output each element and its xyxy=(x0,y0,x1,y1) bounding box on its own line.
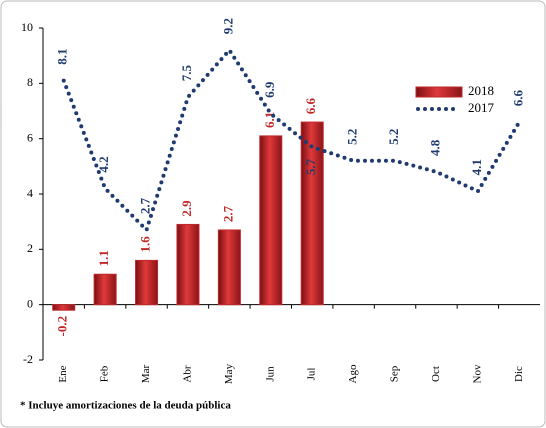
bar-value-label: 6.6 xyxy=(303,97,318,114)
x-tick-label: Mar xyxy=(140,365,152,384)
y-tick-label: 8 xyxy=(27,75,33,89)
bar-value-label: 1.6 xyxy=(138,236,153,253)
bar xyxy=(52,304,76,311)
bar xyxy=(259,135,283,306)
line-value-label: 5.2 xyxy=(386,129,401,145)
line-value-label: 4.2 xyxy=(96,156,111,172)
x-tick-label: Sep xyxy=(389,365,401,382)
y-tick-label: 2 xyxy=(27,241,33,255)
x-tick-label: Ene xyxy=(57,365,69,382)
line-value-label: 8.1 xyxy=(55,48,70,64)
x-tick-label: Nov xyxy=(471,364,483,383)
x-tick-label: Jun xyxy=(264,366,276,382)
legend-label: 2018 xyxy=(468,83,494,98)
x-tick-label: Feb xyxy=(99,365,111,382)
line-value-label: 5.2 xyxy=(345,129,360,145)
bar-value-label: 2.9 xyxy=(179,200,194,217)
bar xyxy=(176,223,200,306)
x-tick-label: Ago xyxy=(347,364,359,383)
y-tick-label: 10 xyxy=(21,20,33,34)
bar-value-label: 1.1 xyxy=(96,250,111,266)
bar xyxy=(217,229,241,306)
line-value-label: 4.8 xyxy=(427,139,442,156)
line-value-label: 7.5 xyxy=(179,65,194,82)
y-tick-label: 4 xyxy=(27,186,33,200)
bar-value-label: -0.2 xyxy=(55,316,70,337)
footnote: * Incluye amortizaciones de la deuda púb… xyxy=(20,400,231,412)
x-tick-label: Oct xyxy=(430,366,442,382)
line-value-label: 5.7 xyxy=(303,158,318,175)
y-tick-label: 0 xyxy=(27,296,33,310)
line-value-label: 2.7 xyxy=(138,197,153,214)
x-tick-label: Jul xyxy=(306,368,318,381)
line-value-label: 6.6 xyxy=(510,89,525,106)
bar xyxy=(300,121,324,306)
x-tick-label: Abr xyxy=(181,365,193,382)
x-tick-label: Dic xyxy=(513,366,525,382)
bar xyxy=(135,259,159,306)
line-value-label: 6.9 xyxy=(262,81,277,98)
bar-value-label: 2.7 xyxy=(220,205,235,222)
line-value-label: 4.1 xyxy=(469,159,484,175)
y-tick-label: -2 xyxy=(23,352,33,366)
y-tick-label: 6 xyxy=(27,130,33,144)
legend-label: 2017 xyxy=(468,100,495,115)
x-tick-label: May xyxy=(223,363,235,384)
line-value-label: 9.2 xyxy=(220,18,235,34)
legend-swatch xyxy=(415,86,463,98)
bar xyxy=(93,273,117,306)
